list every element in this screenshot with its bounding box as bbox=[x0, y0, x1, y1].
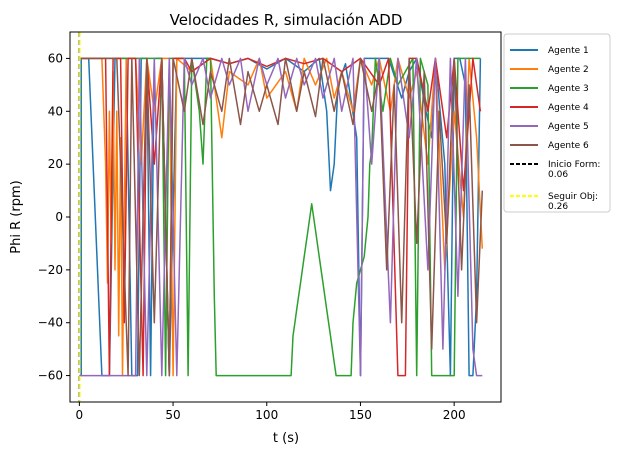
series-line-agente-5 bbox=[79, 57, 483, 377]
legend-entries: Agente 1 Agente 2 Agente 3 Agente 4 Agente 5… bbox=[510, 46, 600, 212]
plot-area bbox=[69, 31, 502, 403]
legend-label: Agente 5 bbox=[548, 122, 589, 132]
x-axis-label: t (s) bbox=[273, 431, 299, 446]
legend-label-value: 0.26 bbox=[548, 202, 568, 212]
x-tick-label: 100 bbox=[255, 408, 278, 422]
legend-label: Agente 1 bbox=[548, 46, 589, 56]
y-tick-label: −20 bbox=[38, 263, 63, 277]
y-tick-label: 20 bbox=[48, 157, 63, 171]
y-tick-label: −60 bbox=[38, 369, 63, 383]
legend-label: Agente 3 bbox=[548, 84, 589, 94]
legend-label-value: 0.06 bbox=[548, 170, 568, 180]
y-tick-label: 60 bbox=[48, 51, 63, 65]
y-tick-label: 40 bbox=[48, 104, 63, 118]
x-tick-label: 0 bbox=[76, 408, 84, 422]
legend: Agente 1 Agente 2 Agente 3 Agente 4 Agente 5… bbox=[503, 33, 611, 213]
legend-label: Inicio Form: bbox=[548, 160, 600, 170]
legend-label: Agente 6 bbox=[548, 141, 589, 151]
series-line-agente-6 bbox=[79, 57, 484, 377]
legend-frame bbox=[503, 33, 611, 213]
y-axis-ticks: −60 −40 −20 0 20 40 60 bbox=[38, 51, 70, 383]
legend-label: Seguir Obj: bbox=[548, 192, 598, 202]
x-axis-ticks: 0 50 100 150 200 bbox=[76, 402, 466, 422]
series-line-agente-3 bbox=[79, 57, 481, 377]
legend-label: Agente 4 bbox=[548, 103, 589, 113]
x-tick-label: 50 bbox=[165, 408, 180, 422]
series-group bbox=[79, 57, 484, 377]
y-tick-label: −40 bbox=[38, 316, 63, 330]
x-tick-label: 200 bbox=[443, 408, 466, 422]
chart-title: Velocidades R, simulación ADD bbox=[170, 11, 403, 29]
x-tick-label: 150 bbox=[349, 408, 372, 422]
y-tick-label: 0 bbox=[55, 210, 63, 224]
legend-label: Agente 2 bbox=[548, 65, 589, 75]
y-axis-label: Phi R (rpm) bbox=[9, 180, 24, 253]
